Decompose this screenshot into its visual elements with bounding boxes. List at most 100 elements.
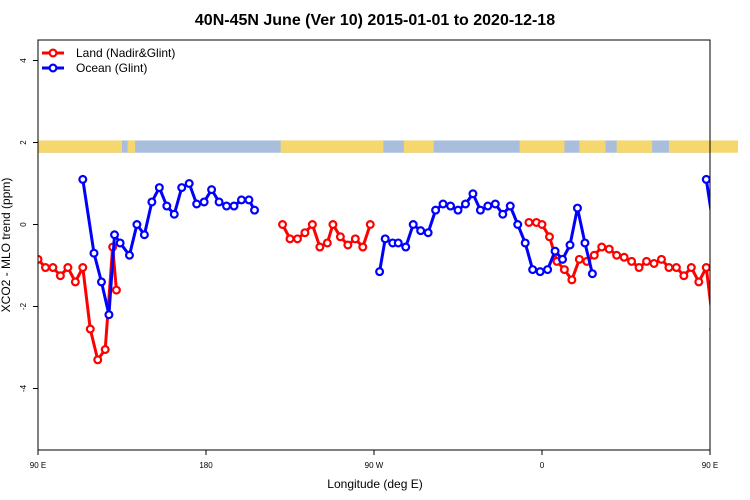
land-segment xyxy=(280,140,384,153)
legend-marker xyxy=(48,63,58,73)
land-segment xyxy=(668,140,738,153)
data-point xyxy=(733,244,740,251)
data-point xyxy=(740,240,747,247)
data-point xyxy=(199,197,209,207)
data-point xyxy=(535,267,545,277)
data-point xyxy=(597,242,607,252)
data-point xyxy=(490,199,500,209)
data-point xyxy=(300,228,310,238)
data-point xyxy=(524,217,534,227)
data-point xyxy=(686,263,696,273)
data-point xyxy=(604,244,614,254)
data-point xyxy=(520,238,530,248)
data-point xyxy=(322,238,332,248)
data-point xyxy=(154,183,164,193)
data-point xyxy=(85,324,95,334)
data-point xyxy=(589,250,599,260)
data-point xyxy=(612,250,622,260)
data-point xyxy=(229,201,239,211)
data-point xyxy=(709,326,710,332)
data-point xyxy=(565,240,575,250)
data-point xyxy=(656,254,666,264)
data-point xyxy=(132,220,142,230)
data-point xyxy=(177,183,187,193)
data-point xyxy=(460,199,470,209)
data-point xyxy=(278,220,288,230)
data-point xyxy=(307,220,317,230)
data-point xyxy=(78,263,88,273)
data-point xyxy=(679,271,689,281)
data-point xyxy=(498,209,508,219)
x-tick-label: 90 E xyxy=(702,461,718,470)
land-segment xyxy=(616,140,653,153)
land-segment xyxy=(579,140,606,153)
data-point xyxy=(537,220,547,230)
data-point xyxy=(70,277,80,287)
y-tick-label: 4 xyxy=(19,58,28,63)
y-tick-label: 2 xyxy=(19,140,28,145)
data-point xyxy=(375,267,385,277)
data-point xyxy=(335,232,345,242)
data-point xyxy=(736,287,743,294)
data-point xyxy=(40,263,50,273)
data-point xyxy=(48,263,58,273)
data-point xyxy=(350,234,360,244)
data-point xyxy=(184,179,194,189)
data-point xyxy=(567,275,577,285)
data-point xyxy=(343,240,353,250)
data-point xyxy=(528,265,538,275)
data-point xyxy=(236,195,246,205)
x-tick-label: 90 W xyxy=(365,461,384,470)
data-point xyxy=(55,271,65,281)
data-point xyxy=(147,197,157,207)
data-point xyxy=(513,220,523,230)
data-point xyxy=(423,228,433,238)
data-point xyxy=(642,256,652,266)
data-point xyxy=(694,277,704,287)
y-tick-label: -2 xyxy=(19,302,28,310)
data-point xyxy=(714,250,721,257)
x-axis-label: Longitude (deg E) xyxy=(327,477,422,491)
data-point xyxy=(580,238,590,248)
data-point xyxy=(416,226,426,236)
land-segment xyxy=(403,140,434,153)
data-point xyxy=(587,269,597,279)
data-point xyxy=(393,238,403,248)
data-point xyxy=(328,220,338,230)
data-point xyxy=(222,201,232,211)
data-point xyxy=(572,203,582,213)
data-point xyxy=(438,199,448,209)
data-point xyxy=(544,232,554,242)
data-point xyxy=(729,311,736,318)
data-point xyxy=(214,197,224,207)
series-line xyxy=(38,245,118,362)
data-point xyxy=(365,220,375,230)
data-point xyxy=(285,234,295,244)
data-point xyxy=(543,265,553,275)
y-tick-label: -4 xyxy=(19,384,28,392)
chart-title: 40N-45N June (Ver 10) 2015-01-01 to 2020… xyxy=(195,12,555,29)
x-tick-label: 0 xyxy=(540,461,545,470)
data-point xyxy=(104,310,114,320)
land-segment xyxy=(127,140,136,153)
data-point xyxy=(701,174,710,184)
data-point xyxy=(111,285,121,295)
data-point xyxy=(162,201,172,211)
data-point xyxy=(401,242,411,252)
data-point xyxy=(619,252,629,262)
x-tick-label: 90 E xyxy=(30,461,46,470)
legend: Land (Nadir&Glint)Ocean (Glint) xyxy=(42,46,175,75)
data-point xyxy=(718,356,725,363)
legend-label: Land (Nadir&Glint) xyxy=(76,46,175,60)
data-point xyxy=(96,277,106,287)
data-point xyxy=(475,205,485,215)
data-point xyxy=(725,346,732,353)
data-point xyxy=(358,242,368,252)
data-point xyxy=(550,246,560,256)
data-point xyxy=(574,254,584,264)
data-point xyxy=(701,263,710,273)
data-point xyxy=(250,205,260,215)
y-axis-label: XCO2 - MLO trend (ppm) xyxy=(0,178,13,313)
data-point xyxy=(408,220,418,230)
data-point xyxy=(559,265,569,275)
